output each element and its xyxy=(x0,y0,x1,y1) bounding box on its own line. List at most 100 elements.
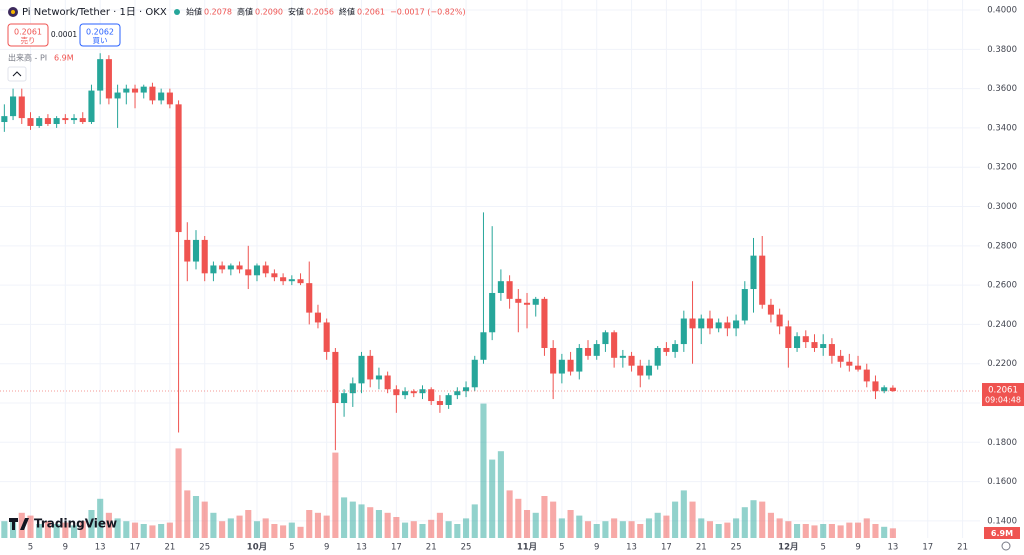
volume-bar xyxy=(184,490,191,538)
volume-bar xyxy=(515,498,522,538)
settings-icon[interactable] xyxy=(1001,541,1011,551)
volume-bar xyxy=(567,510,574,538)
candle-body xyxy=(280,277,287,282)
volume-bar xyxy=(733,518,740,538)
candle-body xyxy=(253,265,261,276)
candle-body xyxy=(53,118,60,124)
candle-body xyxy=(776,314,783,327)
x-tick-label: 5 xyxy=(559,543,564,553)
y-tick-label: 0.3600 xyxy=(987,84,1017,94)
candle-body xyxy=(419,389,426,394)
candle-body xyxy=(36,118,43,126)
x-tick-label: 17 xyxy=(391,543,402,553)
volume-bar xyxy=(759,501,766,538)
candle-body xyxy=(158,92,165,101)
candle-body xyxy=(445,395,452,405)
volume-bar xyxy=(576,515,583,538)
volume-bar xyxy=(97,498,104,538)
candle-body xyxy=(227,265,234,270)
grid xyxy=(0,0,980,538)
volume-bar xyxy=(619,521,626,538)
x-tick-label: 9 xyxy=(855,543,860,553)
candle-body xyxy=(245,269,252,276)
volume-bar xyxy=(323,515,330,538)
candle-body xyxy=(576,347,583,372)
volume-bar xyxy=(889,528,896,538)
volume-bar xyxy=(262,518,269,538)
volume-bar xyxy=(706,521,714,538)
collapse-button[interactable] xyxy=(7,66,27,82)
volume-bar xyxy=(506,490,513,538)
volume-bar xyxy=(436,512,443,538)
volume-bar xyxy=(79,521,86,538)
volume-bar xyxy=(750,500,757,538)
volume-bar xyxy=(820,524,827,538)
volume-bar xyxy=(663,515,670,538)
candle-body xyxy=(689,318,696,329)
candle-body xyxy=(1,116,8,123)
volume-layer xyxy=(1,403,896,538)
volume-bar xyxy=(558,518,565,538)
volume-bar xyxy=(149,525,156,538)
ohlc-change: −0.0017 (−0.82%) xyxy=(390,8,466,17)
candle-body xyxy=(497,281,504,293)
ohlc-label: 始値 xyxy=(186,7,202,17)
candle-body xyxy=(436,401,443,405)
volume-bar xyxy=(550,501,557,538)
candle-body xyxy=(663,347,670,352)
volume-bar xyxy=(828,524,835,538)
symbol-logo-dot xyxy=(11,10,15,14)
volume-legend-value: 6.9M xyxy=(54,54,74,63)
x-tick-label: 12月 xyxy=(778,543,798,553)
symbol-title[interactable]: Pi Network/Tether · 1日 · OKX xyxy=(22,7,167,18)
volume-bar xyxy=(480,403,487,538)
volume-bar xyxy=(523,510,531,538)
candle-body xyxy=(489,292,496,333)
x-tick-label: 5 xyxy=(820,543,825,553)
volume-bar xyxy=(18,512,25,538)
x-tick-label: 25 xyxy=(199,543,210,553)
candle-body xyxy=(567,359,574,372)
candle-body xyxy=(462,387,470,392)
candle-body xyxy=(593,344,600,356)
candle-body xyxy=(628,355,635,366)
candle-body xyxy=(192,239,200,262)
candle-body xyxy=(384,375,391,390)
volume-bar xyxy=(105,512,112,538)
candle-body xyxy=(262,265,269,274)
ohlc-label: 高値 xyxy=(237,7,253,17)
candle-body xyxy=(97,59,104,91)
candle-body xyxy=(637,365,644,376)
candle-body xyxy=(584,347,592,356)
buy-label: 買い xyxy=(93,36,108,45)
x-tick-label: 5 xyxy=(28,543,33,553)
volume-bar xyxy=(584,521,592,538)
last-price-tag xyxy=(982,383,1024,407)
sell-price: 0.2061 xyxy=(14,28,42,37)
volume-bar xyxy=(489,459,496,538)
candle-body xyxy=(706,318,714,329)
sell-button[interactable] xyxy=(7,23,49,47)
candle-body xyxy=(811,342,818,348)
y-tick-label: 0.3800 xyxy=(987,45,1017,55)
volume-bar xyxy=(837,525,844,538)
candle-body xyxy=(532,298,539,305)
ohlc-value: 0.2056 xyxy=(306,8,334,17)
volume-bar xyxy=(628,521,635,538)
buy-button[interactable] xyxy=(79,23,121,47)
volume-bar xyxy=(654,512,661,538)
candle-body xyxy=(314,312,322,323)
candle-body xyxy=(306,283,313,313)
ohlc-value: 0.2078 xyxy=(204,8,232,17)
volume-bar xyxy=(445,521,452,538)
candle-body xyxy=(332,351,339,404)
candle-body xyxy=(645,365,653,376)
candle-body xyxy=(70,118,78,121)
volume-bar xyxy=(863,518,870,538)
volume-bar xyxy=(44,521,51,538)
volume-bar xyxy=(724,522,731,538)
volume-bar xyxy=(637,524,644,538)
countdown: 09:04:48 xyxy=(985,396,1021,405)
